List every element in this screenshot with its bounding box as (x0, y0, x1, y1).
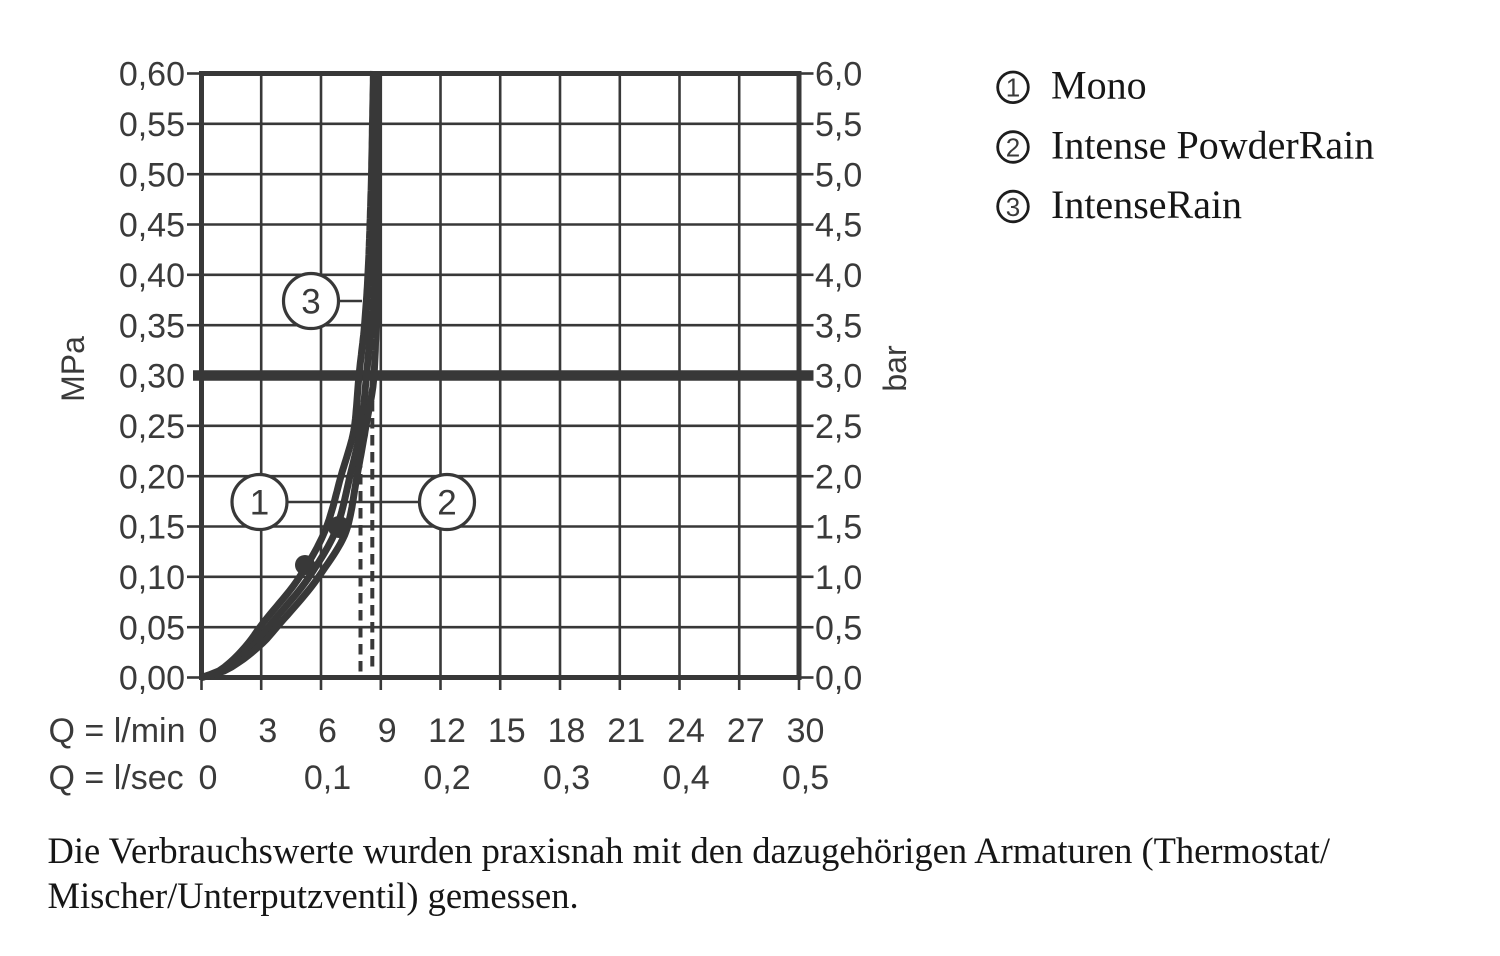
svg-text:1: 1 (1006, 73, 1020, 103)
svg-text:0,05: 0,05 (119, 609, 185, 647)
svg-text:3,0: 3,0 (815, 358, 862, 396)
svg-text:0,60: 0,60 (119, 56, 185, 94)
svg-text:30: 30 (787, 712, 825, 750)
svg-text:3: 3 (301, 283, 320, 322)
svg-text:12: 12 (428, 712, 466, 750)
svg-text:bar: bar (877, 345, 913, 392)
svg-text:0,3: 0,3 (543, 759, 590, 797)
svg-text:0,10: 0,10 (119, 559, 185, 597)
svg-text:0,0: 0,0 (815, 660, 862, 698)
svg-text:Mischer/Unterputzventil) gemes: Mischer/Unterputzventil) gemessen. (48, 875, 579, 916)
svg-text:0,40: 0,40 (119, 257, 185, 295)
svg-text:0: 0 (199, 712, 218, 750)
svg-text:3: 3 (258, 712, 277, 750)
svg-text:1,5: 1,5 (815, 509, 862, 547)
svg-text:2: 2 (1006, 132, 1020, 162)
svg-text:3: 3 (1006, 192, 1020, 222)
svg-text:15: 15 (488, 712, 526, 750)
svg-text:5,5: 5,5 (815, 106, 862, 144)
svg-text:27: 27 (727, 712, 765, 750)
svg-text:0,5: 0,5 (815, 609, 862, 647)
svg-text:Intense PowderRain: Intense PowderRain (1051, 122, 1374, 167)
svg-text:0,00: 0,00 (119, 660, 185, 698)
svg-text:0: 0 (199, 759, 218, 797)
svg-text:2: 2 (437, 484, 456, 523)
svg-text:0,55: 0,55 (119, 106, 185, 144)
svg-text:0,30: 0,30 (119, 358, 185, 396)
svg-text:2,5: 2,5 (815, 408, 862, 446)
svg-text:0,35: 0,35 (119, 307, 185, 345)
svg-text:0,2: 0,2 (423, 759, 470, 797)
svg-text:0,45: 0,45 (119, 207, 185, 245)
svg-text:Q = l/sec: Q = l/sec (49, 759, 184, 797)
svg-text:0,50: 0,50 (119, 156, 185, 194)
svg-text:0,5: 0,5 (782, 759, 829, 797)
svg-text:9: 9 (378, 712, 397, 750)
svg-text:0,1: 0,1 (304, 759, 351, 797)
svg-text:5,0: 5,0 (815, 156, 862, 194)
svg-text:4,5: 4,5 (815, 207, 862, 245)
svg-text:1,0: 1,0 (815, 559, 862, 597)
svg-text:0,4: 0,4 (662, 759, 709, 797)
svg-text:6: 6 (318, 712, 337, 750)
svg-text:0,15: 0,15 (119, 509, 185, 547)
svg-text:IntenseRain: IntenseRain (1051, 182, 1242, 227)
svg-text:21: 21 (607, 712, 645, 750)
svg-text:18: 18 (548, 712, 586, 750)
svg-text:MPa: MPa (55, 336, 91, 402)
svg-text:3,5: 3,5 (815, 307, 862, 345)
svg-text:6,0: 6,0 (815, 56, 862, 94)
svg-text:4,0: 4,0 (815, 257, 862, 295)
svg-text:Mono: Mono (1051, 63, 1147, 108)
svg-text:2,0: 2,0 (815, 458, 862, 496)
svg-text:Q = l/min: Q = l/min (49, 712, 186, 750)
svg-text:24: 24 (667, 712, 705, 750)
svg-text:1: 1 (250, 484, 269, 523)
svg-text:Die Verbrauchswerte wurden pra: Die Verbrauchswerte wurden praxisnah mit… (48, 830, 1331, 871)
svg-text:0,20: 0,20 (119, 458, 185, 496)
svg-text:0,25: 0,25 (119, 408, 185, 446)
